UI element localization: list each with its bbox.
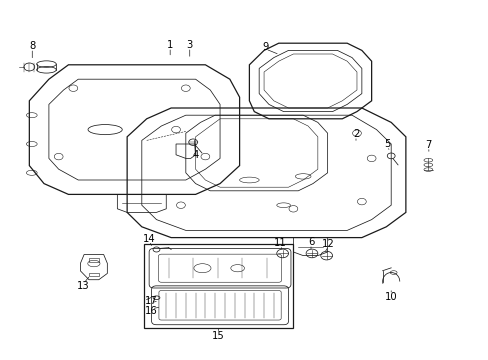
Text: 4: 4 [192, 150, 198, 160]
Text: 5: 5 [383, 139, 390, 149]
Text: 12: 12 [322, 239, 334, 249]
Text: 10: 10 [384, 292, 397, 302]
Text: 17: 17 [145, 296, 158, 306]
Text: 2: 2 [352, 129, 359, 139]
Text: 8: 8 [29, 41, 35, 51]
Text: 11: 11 [274, 238, 286, 248]
Text: 6: 6 [307, 237, 314, 247]
Text: 15: 15 [212, 330, 224, 341]
Text: 7: 7 [425, 140, 431, 150]
Text: 1: 1 [166, 40, 173, 50]
Text: 14: 14 [142, 234, 155, 244]
Bar [144, 244, 293, 328]
Bar [89, 273, 99, 276]
Bar [89, 258, 99, 262]
Text: 9: 9 [262, 42, 268, 52]
Text: 13: 13 [77, 281, 89, 291]
Text: 3: 3 [186, 40, 192, 50]
Text: 16: 16 [145, 306, 158, 316]
